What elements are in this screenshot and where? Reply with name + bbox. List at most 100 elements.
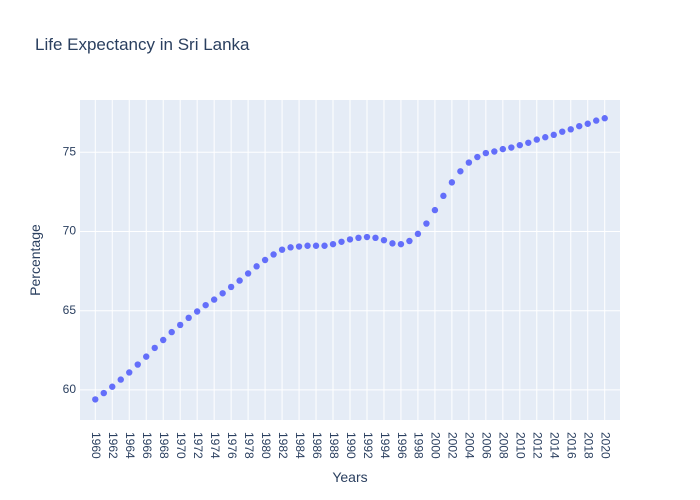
x-tick-label: 2020 [599,432,613,459]
data-point [287,244,294,251]
data-point [151,344,158,352]
data-point [448,179,456,186]
data-point [236,277,243,284]
x-tick-label: 2002 [446,432,460,459]
data-point [312,242,320,249]
data-point [338,238,345,245]
x-tick-label: 1986 [310,432,324,459]
data-point [261,256,269,264]
y-tick-label: 70 [63,224,77,238]
data-point [346,236,354,243]
data-point [465,159,473,166]
x-tick-label: 2012 [531,432,545,459]
x-tick-label: 1982 [276,432,290,459]
data-point [372,234,379,242]
x-tick-label: 1980 [259,432,273,459]
data-point [593,117,600,124]
x-tick-label: 1984 [293,432,307,459]
data-point [508,144,515,151]
data-point [270,251,277,258]
x-tick-label: 1968 [157,432,171,459]
data-point [193,308,201,315]
data-point [160,336,167,344]
y-tick-label: 75 [63,144,77,158]
data-point [117,376,124,383]
y-axis-title: Percentage [27,224,43,296]
x-tick-label: 1974 [208,432,222,459]
data-point [210,296,218,303]
data-point [542,134,549,141]
data-point [363,233,371,241]
y-tick-label: 65 [63,303,77,317]
x-tick-label: 2010 [514,432,528,459]
x-tick-label: 1994 [378,432,392,459]
data-point [576,122,583,130]
chart-title: Life Expectancy in Sri Lanka [35,35,250,54]
grid-lines [80,100,620,420]
data-point [584,120,591,127]
data-point [109,383,116,390]
data-points [92,115,608,403]
data-point [355,234,362,242]
data-point [389,240,396,247]
x-tick-label: 2016 [565,432,579,459]
data-point [482,149,490,157]
data-point [143,353,150,360]
x-tick-label: 1960 [89,432,103,459]
data-point [457,168,464,175]
data-point [244,270,252,277]
data-point [397,240,405,248]
x-tick-label: 2004 [463,432,477,459]
x-tick-label: 1992 [361,432,375,459]
data-point [168,328,175,336]
data-point [414,230,422,238]
data-point [304,242,311,249]
data-point [491,148,498,155]
data-point [176,321,184,329]
x-tick-label: 2018 [582,432,596,459]
data-point [516,141,524,149]
data-point [202,301,209,309]
data-point [253,263,260,270]
x-tick-label: 1978 [242,432,256,459]
x-tick-label: 2006 [480,432,494,459]
x-tick-label: 1962 [106,432,120,459]
x-tick-label: 1972 [191,432,205,459]
y-axis-ticks: 60 65 70 75 [63,144,77,396]
x-tick-label: 1996 [395,432,409,459]
data-point [440,192,447,200]
x-tick-label: 1990 [344,432,358,459]
data-point [126,369,133,376]
data-point [295,243,303,250]
data-point [278,246,286,253]
data-point [92,396,99,403]
data-point [474,153,481,161]
data-point [533,136,540,143]
x-tick-label: 1966 [140,432,154,459]
data-point [423,220,430,227]
data-point [499,145,507,153]
x-tick-label: 2000 [429,432,443,459]
x-tick-label: 1988 [327,432,341,459]
data-point [134,361,141,368]
data-point [601,115,608,122]
data-point [227,283,235,291]
x-axis-title: Years [332,469,367,485]
data-point [525,139,532,146]
data-point [559,128,566,135]
x-tick-label: 1964 [123,432,137,459]
data-point [406,237,413,245]
x-axis-ticks: 1960 1962 1964 1966 1968 1970 1972 1974 1976 1978… [89,432,612,459]
x-tick-label: 1976 [225,432,239,459]
data-point [550,131,557,139]
data-point [219,290,226,297]
x-tick-label: 2014 [548,432,562,459]
x-tick-label: 1970 [174,432,188,459]
x-tick-label: 1998 [412,432,426,459]
data-point [329,240,337,248]
data-point [567,126,574,133]
data-point [321,242,328,249]
data-point [380,237,388,244]
